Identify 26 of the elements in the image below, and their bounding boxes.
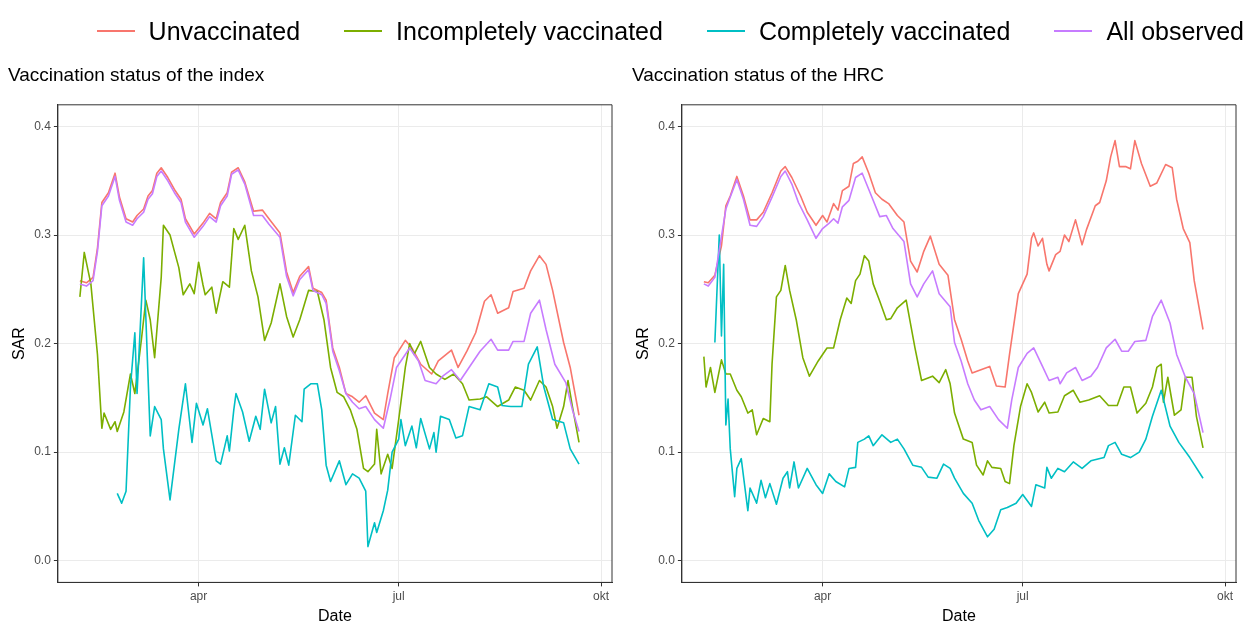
legend-label: Completely vaccinated (758, 16, 1011, 46)
y-tick-label: 0.2 (658, 335, 676, 350)
y-tick-label: 0.3 (658, 227, 676, 242)
y-tick-label: 0.0 (34, 553, 52, 567)
x-axis-title: Date (318, 606, 352, 624)
x-tick-label: okt (1217, 588, 1234, 603)
x-tick-label: okt (593, 588, 610, 603)
legend-label: Incompletely vaccinated (396, 16, 663, 46)
x-axis-title: Date (942, 606, 976, 624)
y-tick-label: 0.4 (34, 118, 52, 133)
y-tick-label: 0.1 (34, 444, 52, 459)
y-tick-label: 0.3 (34, 227, 52, 242)
y-axis-title: SAR (10, 327, 28, 361)
legend-label: All observed (1106, 16, 1244, 46)
y-tick-label: 0.0 (658, 553, 676, 567)
y-tick-label: 0.1 (658, 444, 676, 459)
x-tick-label: jul (1015, 588, 1029, 603)
y-tick-label: 0.2 (34, 335, 52, 350)
x-tick-label: jul (391, 588, 405, 603)
chart-title: Vaccination status of the HRC (632, 63, 885, 85)
y-axis-title: SAR (634, 327, 652, 361)
chart-title: Vaccination status of the index (8, 63, 265, 85)
legend-label: Unvaccinated (148, 16, 301, 46)
y-tick-label: 0.4 (658, 118, 676, 133)
x-tick-label: apr (189, 588, 208, 603)
x-tick-label: apr (813, 588, 832, 603)
